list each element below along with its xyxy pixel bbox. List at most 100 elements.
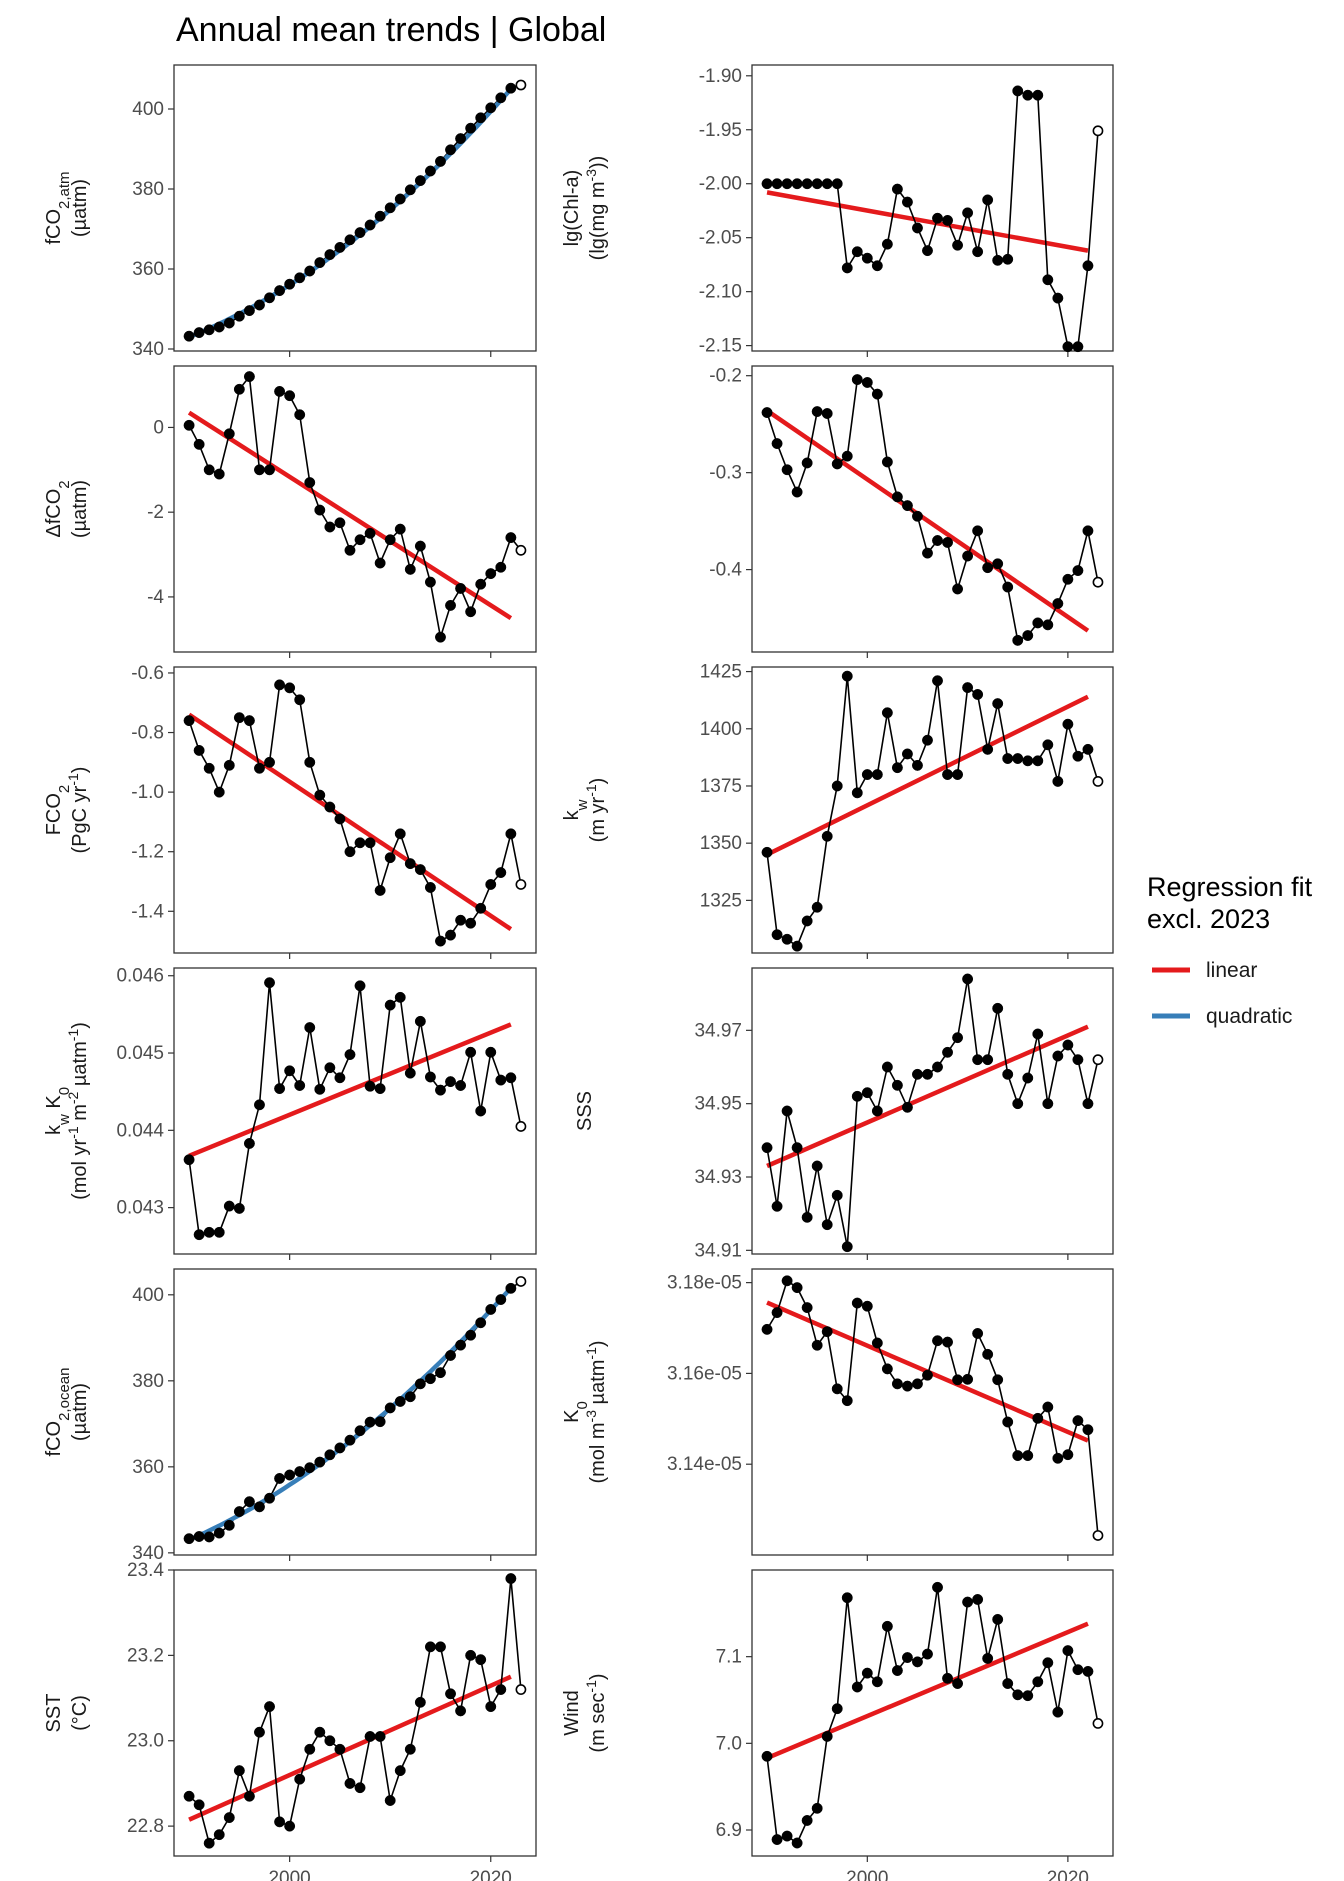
data-point xyxy=(1082,1424,1094,1436)
panel-frame xyxy=(751,64,1114,352)
y-label-part: 0 xyxy=(56,1087,73,1095)
data-point xyxy=(761,846,773,858)
data-point xyxy=(912,1068,923,1080)
fit-line-linear xyxy=(187,410,513,620)
y-label-part: (°C) xyxy=(69,1695,91,1731)
data-point xyxy=(223,759,235,771)
data-point xyxy=(475,112,487,124)
y-label-part: )) xyxy=(587,156,609,169)
data-point xyxy=(233,712,245,724)
data-point xyxy=(294,1466,306,1478)
data-point xyxy=(414,864,426,876)
panel-frame xyxy=(173,1268,537,1556)
data-point xyxy=(394,1396,406,1407)
data-point xyxy=(831,1703,843,1715)
data-point xyxy=(364,219,376,231)
data-point xyxy=(1022,1690,1034,1702)
y-tick-label: 7.0 xyxy=(716,1733,742,1754)
y-tick-label: 0 xyxy=(153,417,164,438)
data-point xyxy=(1042,619,1054,631)
data-point xyxy=(1042,274,1054,286)
data-point xyxy=(811,178,823,190)
data-point xyxy=(871,769,883,780)
data-point xyxy=(922,1369,933,1381)
data-point xyxy=(891,183,903,195)
y-tick-label: 1350 xyxy=(700,833,742,854)
data-point xyxy=(445,144,456,156)
data-point xyxy=(183,330,195,342)
data-point xyxy=(223,428,235,440)
data-point xyxy=(771,1200,783,1212)
data-point xyxy=(435,1084,446,1096)
data-point xyxy=(294,1080,306,1091)
data-point xyxy=(254,464,265,476)
data-point xyxy=(871,1105,883,1117)
data-point xyxy=(324,249,336,261)
y-axis-label: kw(m yr-1) xyxy=(561,778,609,843)
panel-frame xyxy=(173,1569,537,1857)
data-point xyxy=(1072,1415,1084,1427)
data-point xyxy=(254,299,265,311)
data-point xyxy=(183,715,195,727)
data-point xyxy=(881,456,893,468)
data-point xyxy=(404,563,416,575)
data-point xyxy=(891,1378,903,1390)
data-point xyxy=(1032,89,1044,101)
x-tick-label: 2020 xyxy=(470,1868,512,1881)
fit-line-linear xyxy=(766,1621,1089,1761)
data-point xyxy=(761,178,773,190)
data-point xyxy=(922,1068,933,1080)
data-point xyxy=(811,1339,823,1351)
panel-frame xyxy=(751,967,1114,1255)
panel-frame xyxy=(173,64,537,352)
data-point xyxy=(1032,755,1044,767)
data-point xyxy=(304,756,316,768)
y-label-part: K xyxy=(561,1409,583,1423)
fit-line-linear xyxy=(765,408,1090,633)
data-point xyxy=(912,1378,923,1390)
y-label-part: ΔfCO xyxy=(43,489,65,538)
data-point xyxy=(254,762,265,774)
data-point xyxy=(922,547,933,559)
data-point xyxy=(304,1022,316,1033)
data-point xyxy=(922,245,933,257)
y-axis-label: K0 (mol m-3 µatm-1) xyxy=(561,1340,609,1483)
y-tick-label: -1.0 xyxy=(131,782,164,803)
data-point xyxy=(414,540,426,552)
panel-k0: 3.14e-05 3.16e-05 3.18e-05 K0 (mol m-3 µatm-… xyxy=(561,1268,1114,1561)
data-point xyxy=(1032,617,1044,629)
data-point xyxy=(1012,1450,1024,1462)
data-point xyxy=(1002,1416,1014,1428)
data-point xyxy=(1012,1098,1024,1110)
data-point xyxy=(1012,753,1024,764)
data-point xyxy=(495,561,507,573)
data-point xyxy=(354,837,366,849)
data-point xyxy=(334,1072,346,1084)
data-point xyxy=(861,1667,873,1679)
data-point-2023 xyxy=(515,1684,527,1695)
x-tick-label: 2000 xyxy=(268,1868,310,1881)
data-point xyxy=(962,1373,974,1385)
y-axis-label: SST (°C) xyxy=(43,1694,91,1733)
data-point xyxy=(831,458,843,470)
data-point xyxy=(505,532,517,544)
data-point xyxy=(505,828,517,840)
data-point xyxy=(435,935,446,947)
data-point xyxy=(891,491,903,503)
panel-chla: -2.15 -2.10 -2.05 -2.00 -1.95 -1.90 lg(Chl-a)(… xyxy=(561,64,1114,357)
data-point xyxy=(761,1323,773,1335)
data-point xyxy=(213,468,225,480)
data-point xyxy=(1062,341,1074,353)
data-point xyxy=(891,762,903,774)
data-point xyxy=(912,510,923,522)
data-point xyxy=(243,1496,255,1508)
data-point xyxy=(414,1015,426,1027)
y-tick-label: 3.18e-05 xyxy=(667,1273,742,1294)
data-point xyxy=(982,194,994,206)
data-point xyxy=(384,1795,396,1806)
data-point xyxy=(781,464,793,476)
data-point xyxy=(962,682,974,694)
data-point xyxy=(791,1142,803,1154)
y-tick-label: 23.2 xyxy=(127,1645,164,1666)
data-point xyxy=(505,1072,517,1084)
